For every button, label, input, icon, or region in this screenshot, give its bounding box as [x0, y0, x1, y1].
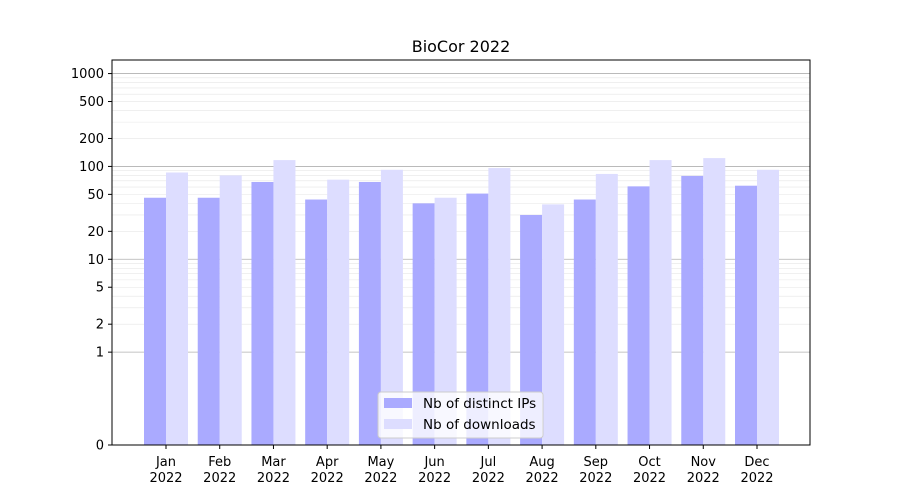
bar-distinct-ips — [735, 185, 757, 445]
bar-distinct-ips — [627, 186, 650, 445]
bar-downloads — [649, 160, 672, 445]
y-tick-label: 2 — [96, 318, 104, 333]
y-tick-label: 0 — [96, 439, 104, 454]
bar-downloads — [488, 168, 511, 445]
legend-swatch — [384, 398, 412, 408]
x-tick-label: Sep 2022 — [579, 455, 612, 486]
y-tick-label: 20 — [87, 225, 104, 240]
bar-distinct-ips — [358, 181, 381, 445]
bar-downloads — [380, 169, 403, 445]
legend-swatch — [384, 419, 412, 429]
y-axis: 0 1 2 5 10 20 50 100 200 500 1000 — [71, 67, 112, 454]
bar-distinct-ips — [412, 203, 435, 445]
x-tick-label: Dec 2022 — [740, 455, 773, 486]
bar-downloads — [273, 160, 296, 445]
y-tick-label: 200 — [79, 132, 104, 147]
bar-downloads — [757, 169, 779, 445]
legend: Nb of distinct IPs Nb of downloads — [377, 391, 544, 439]
y-tick-label: 1000 — [71, 67, 104, 82]
legend-box — [377, 391, 544, 439]
y-tick-label: 5 — [96, 281, 104, 296]
y-tick-label: 50 — [87, 188, 104, 203]
bar-distinct-ips — [466, 193, 489, 445]
x-tick-label: May 2022 — [364, 455, 397, 486]
y-tick-label: 100 — [79, 160, 104, 175]
bar-distinct-ips — [573, 199, 596, 445]
bar-downloads — [703, 158, 726, 445]
bar-distinct-ips — [251, 181, 274, 445]
x-tick-label: Apr 2022 — [311, 455, 344, 486]
x-tick-label: Aug 2022 — [526, 455, 559, 486]
plot-frame — [111, 59, 811, 446]
bar-distinct-ips — [197, 197, 220, 445]
bar-distinct-ips — [144, 197, 166, 445]
bar-downloads — [219, 175, 242, 446]
x-tick-label: Oct 2022 — [633, 455, 666, 486]
x-tick-label: Mar 2022 — [257, 455, 290, 486]
legend-label: Nb of downloads — [423, 417, 536, 433]
bar-distinct-ips — [681, 175, 704, 445]
x-tick-label: Jul 2022 — [472, 455, 505, 486]
x-tick-label: Jan 2022 — [149, 455, 182, 486]
chart-title: BioCor 2022 — [412, 37, 511, 56]
bar-distinct-ips — [305, 199, 328, 445]
x-tick-label: Jun 2022 — [418, 455, 451, 486]
bars — [144, 158, 779, 446]
bar-downloads — [327, 179, 350, 445]
x-axis: Jan 2022 Feb 2022 Mar 2022 Apr 2022 May 2022 Jun 20… — [149, 445, 774, 486]
legend-label: Nb of distinct IPs — [423, 396, 536, 412]
bar-downloads — [434, 197, 457, 445]
x-tick-label: Feb 2022 — [203, 455, 236, 486]
bar-downloads — [542, 204, 565, 445]
y-tick-label: 500 — [79, 95, 104, 110]
x-tick-label: Nov 2022 — [687, 455, 720, 486]
bar-downloads — [166, 172, 188, 445]
bar-downloads — [595, 173, 618, 446]
y-tick-label: 1 — [96, 346, 104, 361]
bar-distinct-ips — [520, 214, 543, 445]
y-tick-label: 10 — [87, 253, 104, 268]
